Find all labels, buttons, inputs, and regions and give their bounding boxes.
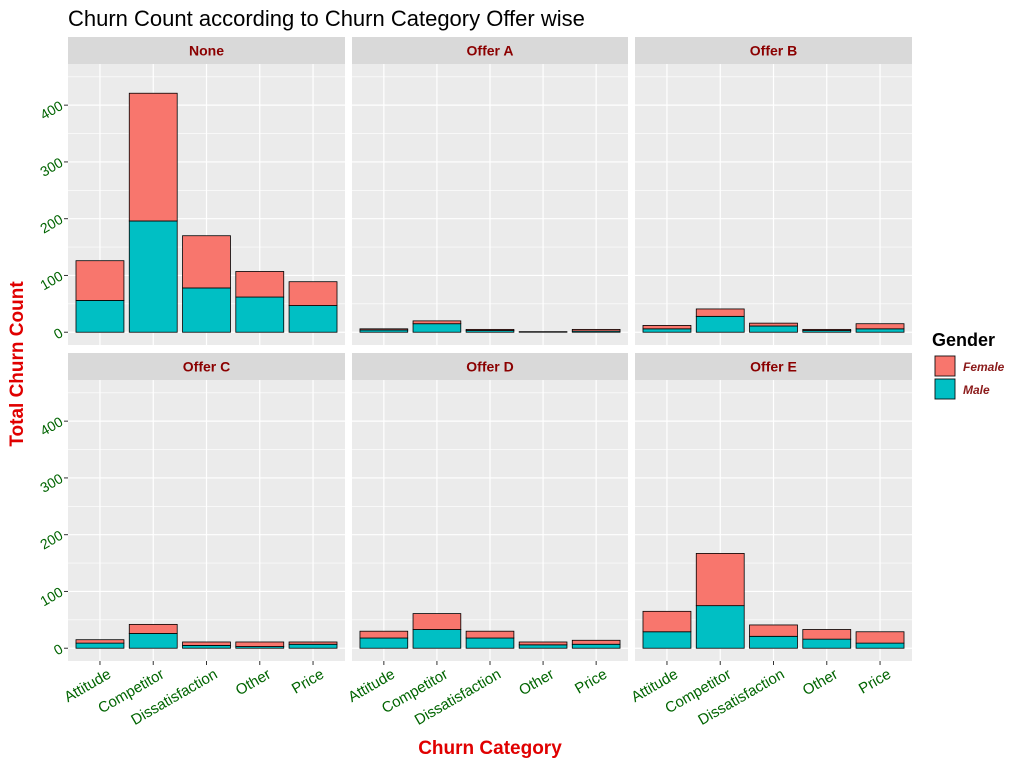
bar-segment-male	[695, 605, 745, 649]
legend-label-male: Male	[963, 383, 990, 397]
y-tick-label: 300	[37, 154, 65, 180]
facet-strip-label: Offer A	[467, 43, 514, 59]
facet-strip	[352, 37, 628, 64]
bar-segment-female	[359, 328, 409, 331]
bar-segment-female	[571, 639, 621, 645]
bar-segment-female	[749, 322, 798, 327]
bar-segment-female	[235, 641, 285, 647]
legend-key-male	[934, 378, 956, 400]
y-tick-label: 200	[37, 527, 65, 553]
bar-segment-female	[642, 610, 692, 633]
facet-panel: Offer A	[352, 37, 628, 345]
bar-segment-female	[855, 631, 905, 644]
facet-strip	[68, 37, 345, 64]
legend-title: Gender	[932, 330, 995, 350]
bar-segment-male	[749, 635, 798, 649]
bar-segment-male	[182, 644, 231, 649]
y-tick-label: 200	[37, 211, 65, 237]
bar-segment-female	[518, 641, 568, 646]
bar-segment-male	[855, 642, 905, 649]
facet-panels: None 0 100 200 300 400 Offer A Offer B Offer C 0 1…	[37, 37, 912, 729]
bar-segment-male	[855, 328, 905, 333]
bar-segment-male	[75, 642, 125, 649]
facet-strip-label: Offer D	[466, 359, 513, 375]
bar-segment-male	[288, 643, 338, 649]
bar-segment-female	[465, 328, 515, 331]
bar-segment-male	[182, 287, 231, 333]
bar-segment-female	[642, 325, 692, 330]
bar-segment-male	[235, 296, 285, 333]
bar-segment-female	[412, 320, 462, 325]
y-tick-label: 100	[37, 584, 65, 610]
bar-segment-female	[182, 641, 231, 646]
facet-strip-label: None	[189, 43, 224, 59]
x-tick-label: Other	[800, 666, 841, 699]
bar-segment-female	[802, 629, 852, 640]
y-tick-label: 300	[37, 470, 65, 496]
x-tick-label: Other	[233, 666, 274, 699]
bar-segment-female	[288, 281, 338, 306]
bar-segment-female	[695, 553, 745, 607]
bar-segment-male	[642, 328, 692, 333]
x-tick-label: Price	[856, 666, 894, 698]
bar-segment-female	[235, 271, 285, 298]
chart-title: Churn Count according to Churn Category …	[68, 6, 585, 31]
bar-segment-male	[288, 305, 338, 333]
facet-strip-label: Offer E	[750, 359, 797, 375]
legend-key-female	[934, 355, 956, 377]
bar-segment-female	[75, 639, 125, 644]
x-tick-label: Other	[516, 666, 557, 699]
bar-segment-male	[642, 631, 692, 649]
bar-segment-male	[571, 643, 621, 649]
x-tick-label: Price	[289, 666, 327, 698]
facet-strip-label: Offer C	[183, 359, 230, 375]
y-tick-label: 400	[37, 97, 65, 123]
bar-segment-female	[128, 623, 178, 634]
bar-segment-female	[749, 624, 798, 637]
facet-strip-label: Offer B	[750, 43, 797, 59]
bar-segment-male	[518, 644, 568, 649]
facet-panel: Offer C0100200300400AttitudeCompetitorDi…	[37, 353, 345, 729]
y-tick-label: 100	[37, 268, 65, 294]
bar-segment-female	[802, 328, 852, 331]
bar-segment-female	[465, 630, 515, 639]
facet-panel: Offer EAttitudeCompetitorDissatisfaction…	[628, 353, 912, 729]
facet-strip	[635, 37, 912, 64]
bar-segment-male	[412, 323, 462, 333]
bar-segment-male	[359, 637, 409, 649]
y-tick-label: 0	[51, 640, 66, 658]
y-tick-label: 0	[51, 324, 66, 342]
x-tick-label: Price	[572, 666, 610, 698]
facet-panel: Offer DAttitudeCompetitorDissatisfaction…	[345, 353, 628, 729]
y-axis-title: Total Churn Count	[7, 281, 28, 447]
bar-segment-female	[359, 630, 409, 639]
bar-segment-female	[128, 92, 178, 222]
bar-segment-male	[128, 220, 178, 333]
legend-label-female: Female	[963, 360, 1005, 374]
bar-segment-female	[182, 235, 231, 289]
bar-segment-male	[802, 638, 852, 649]
bar-segment-female	[855, 323, 905, 330]
bar-segment-male	[749, 325, 798, 333]
facet-strip	[635, 353, 912, 380]
bar-segment-male	[465, 637, 515, 649]
bar-segment-male	[75, 300, 125, 333]
bar-segment-female	[571, 328, 621, 332]
bar-segment-female	[695, 308, 745, 317]
bar-segment-male	[412, 629, 462, 649]
bar-segment-female	[412, 613, 462, 630]
bar-segment-female	[288, 641, 338, 645]
bar-segment-male	[128, 633, 178, 649]
x-axis-title: Churn Category	[418, 738, 562, 759]
facet-panel: None 0 100 200 300 400	[37, 37, 345, 345]
bar-segment-male	[695, 315, 745, 333]
y-tick-label: 400	[37, 413, 65, 439]
bar-segment-female	[75, 260, 125, 301]
facet-strip	[68, 353, 345, 380]
bar-segment-male	[518, 331, 568, 333]
legend: Gender Female Male	[932, 330, 1005, 400]
facet-strip	[352, 353, 628, 380]
facet-panel: Offer B	[635, 37, 912, 345]
